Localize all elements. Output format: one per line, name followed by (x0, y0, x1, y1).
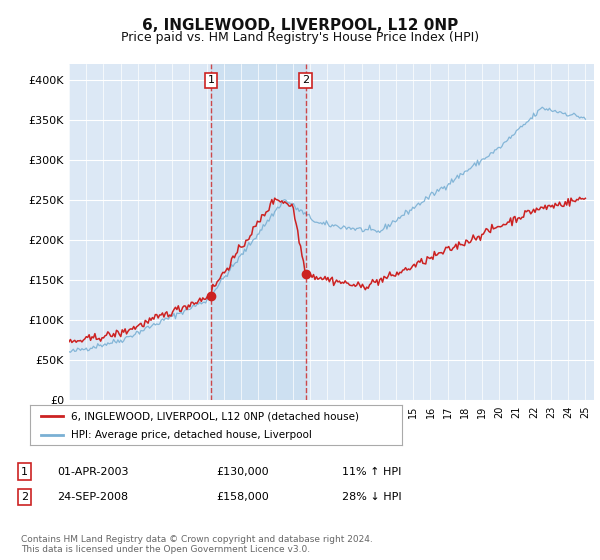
Text: Price paid vs. HM Land Registry's House Price Index (HPI): Price paid vs. HM Land Registry's House … (121, 31, 479, 44)
Text: 24-SEP-2008: 24-SEP-2008 (57, 492, 128, 502)
Text: 1: 1 (21, 466, 28, 477)
Text: 11% ↑ HPI: 11% ↑ HPI (342, 466, 401, 477)
Text: 1: 1 (208, 76, 215, 85)
Text: 2: 2 (21, 492, 28, 502)
Text: 6, INGLEWOOD, LIVERPOOL, L12 0NP (detached house): 6, INGLEWOOD, LIVERPOOL, L12 0NP (detach… (71, 411, 359, 421)
Text: Contains HM Land Registry data © Crown copyright and database right 2024.
This d: Contains HM Land Registry data © Crown c… (21, 535, 373, 554)
Text: 01-APR-2003: 01-APR-2003 (57, 466, 128, 477)
Text: 28% ↓ HPI: 28% ↓ HPI (342, 492, 401, 502)
Text: 2: 2 (302, 76, 309, 85)
Text: £158,000: £158,000 (216, 492, 269, 502)
Text: 6, INGLEWOOD, LIVERPOOL, L12 0NP: 6, INGLEWOOD, LIVERPOOL, L12 0NP (142, 18, 458, 33)
Text: HPI: Average price, detached house, Liverpool: HPI: Average price, detached house, Live… (71, 430, 312, 440)
Bar (211, 64, 305, 400)
Text: £130,000: £130,000 (216, 466, 269, 477)
